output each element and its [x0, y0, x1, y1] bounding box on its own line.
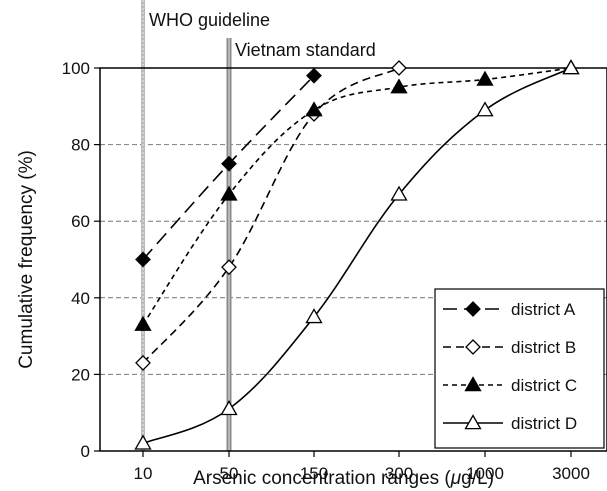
point-district-A-10: [135, 251, 151, 268]
axis-labels: WHO guideline Vietnam standard 0 20 40 60 80 10…: [16, 10, 590, 489]
x-axis-title-part-1: μ: [450, 468, 462, 489]
point-district-D-1000: [476, 101, 494, 117]
vietnam-standard-label: Vietnam standard: [235, 40, 376, 60]
point-district-C-50: [220, 185, 238, 201]
legend-label-district-C: district C: [511, 376, 577, 395]
x-tick-label-10: 10: [134, 464, 153, 483]
legend-marker-district-D: [464, 414, 482, 430]
point-district-D-3000: [562, 59, 580, 75]
point-district-B-300: [391, 60, 407, 76]
gridlines: [100, 144, 607, 375]
series-layer: [134, 59, 580, 450]
y-tick-label-100: 100: [62, 59, 90, 78]
x-tick-label-50: 50: [220, 464, 239, 483]
y-tick-label-40: 40: [71, 289, 90, 308]
y-axis-title: Cumulative frequency (%): [16, 150, 37, 369]
legend-marker-district-C: [464, 376, 482, 392]
point-district-B-10: [135, 354, 151, 371]
legend-marker-district-A: [465, 301, 481, 317]
point-district-D-50: [220, 400, 238, 416]
legend-label-district-D: district D: [511, 414, 577, 433]
y-tick-label-20: 20: [71, 365, 90, 384]
axis-ticks: [94, 67, 572, 457]
point-district-A-150: [306, 67, 322, 84]
legend-marker-district-B: [465, 339, 481, 355]
x-tick-label-300: 300: [385, 464, 413, 483]
point-district-C-1000: [476, 70, 494, 86]
legend-label-district-A: district A: [511, 300, 576, 319]
point-district-B-50: [221, 259, 237, 276]
who-guideline-label: WHO guideline: [149, 10, 270, 30]
legend: district A district B district C district D: [434, 288, 605, 449]
point-district-D-150: [305, 308, 323, 324]
x-axis-title-part-2: g/L): [461, 468, 494, 489]
y-tick-label-80: 80: [71, 136, 90, 155]
point-district-C-150: [305, 101, 323, 117]
legend-box: [434, 288, 605, 449]
series-line-district-C: [142, 67, 572, 326]
point-district-C-10: [134, 315, 152, 331]
y-tick-label-0: 0: [81, 442, 90, 461]
x-axis-title: Arsenic concentration ranges (μg/L): [193, 468, 494, 489]
y-tick-label-60: 60: [71, 212, 90, 231]
point-district-D-300: [390, 185, 408, 201]
point-district-D-10: [134, 434, 152, 450]
x-tick-label-1000: 1000: [466, 464, 504, 483]
x-axis-title-part-0: Arsenic concentration ranges (: [193, 468, 451, 489]
series-line-district-B: [142, 67, 400, 364]
x-tick-label-3000: 3000: [552, 464, 590, 483]
legend-label-district-B: district B: [511, 338, 576, 357]
point-district-C-300: [390, 78, 408, 94]
x-tick-label-150: 150: [300, 464, 328, 483]
reference-lines: [141, 0, 232, 451]
point-district-A-50: [221, 155, 237, 172]
plot-area: [99, 67, 607, 452]
